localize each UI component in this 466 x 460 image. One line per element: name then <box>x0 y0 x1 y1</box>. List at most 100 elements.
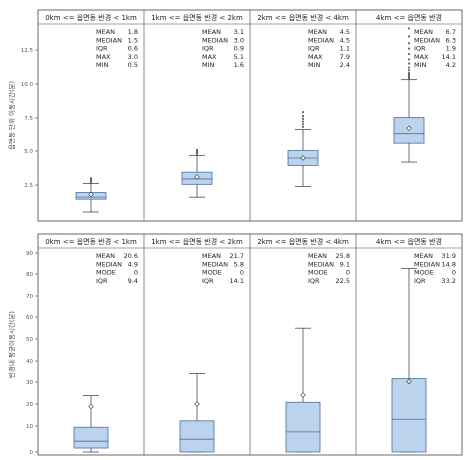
panel-title: 0km <= 읍면동 반경 < 1km <box>45 237 137 246</box>
stat-value: 5.1 <box>234 53 244 61</box>
outlier-point <box>407 69 411 72</box>
stat-name: IQR <box>414 45 426 53</box>
stat-value: 9.1 <box>340 260 350 268</box>
outlier-point <box>407 35 411 38</box>
stat-value: 2.4 <box>340 61 350 69</box>
stat-name: MEAN <box>202 252 221 260</box>
stat-name: MEDIAN <box>414 260 440 268</box>
stat-name: MEAN <box>202 28 221 36</box>
stat-value: 14.8 <box>442 260 456 268</box>
stat-value: 0.6 <box>128 45 138 53</box>
y-tick-label: 60 <box>26 315 33 321</box>
stat-name: IQR <box>202 277 214 285</box>
stat-name: MEDIAN <box>96 260 122 268</box>
outlier-point <box>407 66 411 69</box>
panel-title: 1km <= 읍면동 반경 < 2km <box>151 13 243 22</box>
y-tick-label: 90 <box>26 251 33 257</box>
stat-name: MIN <box>308 61 321 69</box>
stat-name: IQR <box>414 277 426 285</box>
stat-value: 3.1 <box>234 28 244 36</box>
panel-title: 4km <= 읍면동 반경 <box>376 13 442 22</box>
stat-value: 1.8 <box>128 28 138 36</box>
mean-marker <box>300 155 306 161</box>
y-axis-label-1: 반경내 평균이동시간(분) <box>7 311 16 378</box>
stat-value: 9.4 <box>128 277 138 285</box>
mean-marker <box>300 392 306 398</box>
box-iqr <box>285 401 321 453</box>
boxplot-1 <box>179 373 215 453</box>
y-tick-label: 2.5 <box>24 183 33 189</box>
outlier-point <box>301 123 305 126</box>
mean-marker <box>406 125 412 132</box>
outlier-point <box>301 111 305 114</box>
stat-value: 4.9 <box>128 260 138 268</box>
stat-name: MAX <box>96 53 111 61</box>
outlier-point <box>407 62 411 65</box>
y-tick-label: 70 <box>26 294 33 300</box>
stat-name: MEAN <box>96 28 115 36</box>
outlier-point <box>301 125 305 129</box>
y-tick-label: 80 <box>26 272 33 278</box>
stat-name: MODE <box>414 269 434 277</box>
outlier-point <box>89 177 93 180</box>
stat-value: 33.2 <box>442 277 456 285</box>
boxplot-3 <box>391 268 427 453</box>
stat-name: MAX <box>202 53 217 61</box>
outlier-point <box>407 71 411 75</box>
stat-name: MEAN <box>414 28 433 36</box>
stat-name: MEDIAN <box>202 260 228 268</box>
stat-value: 31.9 <box>442 252 456 260</box>
stat-value: 14.1 <box>230 277 244 285</box>
outlier-point <box>407 58 411 61</box>
stat-value: 3.0 <box>128 53 138 61</box>
outlier-point <box>407 42 411 45</box>
mean-marker <box>406 378 412 385</box>
stat-value: 6.7 <box>446 28 456 36</box>
stat-value: 0 <box>452 269 456 277</box>
y-tick-label: 0 <box>30 450 34 456</box>
stat-value: 1.5 <box>128 36 138 44</box>
panel-title: 2km <= 읍면동 반경 < 4km <box>257 13 349 22</box>
stat-value: 22.5 <box>336 277 350 285</box>
stat-name: MIN <box>202 61 215 69</box>
stat-name: MEAN <box>308 28 327 36</box>
stat-value: 4.5 <box>340 36 350 44</box>
boxplot-1 <box>181 148 213 198</box>
stat-value: 20.6 <box>124 252 138 260</box>
stat-name: IQR <box>96 277 108 285</box>
outlier-point <box>195 148 199 151</box>
stat-value: 4.5 <box>340 28 350 36</box>
y-axis-label-0: 읍면동 단위 이동시간(분) <box>7 81 16 150</box>
stat-value: 1.9 <box>446 45 456 53</box>
outlier-point <box>301 115 305 118</box>
stat-value: 5.8 <box>234 260 244 268</box>
y-tick-label: 40 <box>26 359 33 365</box>
stat-value: 25.8 <box>336 252 350 260</box>
boxplot-3 <box>393 27 425 163</box>
stat-name: MEDIAN <box>308 36 334 44</box>
outlier-point <box>407 27 411 30</box>
stat-value: 1.1 <box>340 45 350 53</box>
stat-name: MODE <box>96 269 116 277</box>
box-iqr <box>179 420 215 453</box>
stat-name: MIN <box>96 61 109 69</box>
stat-value: 6.3 <box>446 36 456 44</box>
stat-name: MEDIAN <box>308 260 334 268</box>
stat-value: 7.9 <box>340 53 350 61</box>
boxplot-0 <box>75 177 107 213</box>
stat-name: MEAN <box>414 252 433 260</box>
y-tick-label: 20 <box>26 402 33 408</box>
mean-marker <box>88 403 94 410</box>
panel-title: 1km <= 읍면동 반경 < 2km <box>151 237 243 246</box>
y-tick-label: 10 <box>26 424 33 430</box>
panel-title: 2km <= 읍면동 반경 < 4km <box>257 237 349 246</box>
stat-value: 0.9 <box>234 45 244 53</box>
stat-value: 4.2 <box>446 61 456 69</box>
y-tick-label: 30 <box>26 380 33 386</box>
stat-name: MODE <box>202 269 222 277</box>
stat-value: 0 <box>134 269 138 277</box>
stat-name: MAX <box>414 53 429 61</box>
box-iqr <box>391 378 427 453</box>
stat-name: MAX <box>308 53 323 61</box>
